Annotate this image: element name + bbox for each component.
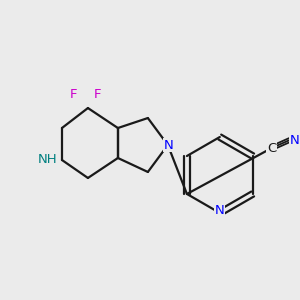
Text: N: N (290, 134, 300, 146)
Text: NH: NH (38, 154, 58, 166)
Text: C: C (267, 142, 276, 154)
Text: N: N (215, 204, 225, 218)
Text: N: N (164, 139, 174, 152)
Text: F: F (94, 88, 102, 100)
Text: F: F (70, 88, 78, 100)
